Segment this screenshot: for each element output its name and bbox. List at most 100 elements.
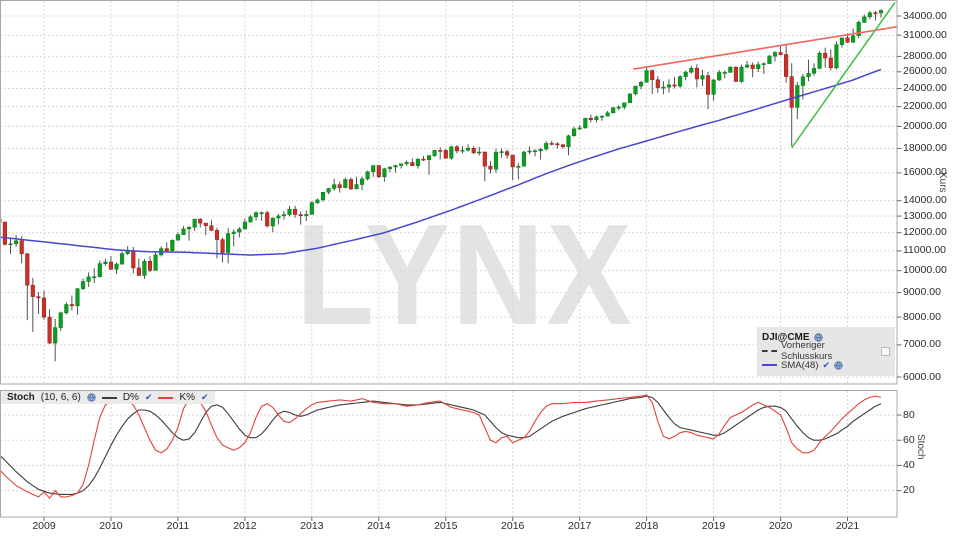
sma-line-swatch xyxy=(762,364,777,366)
candle-body xyxy=(354,184,359,190)
stoch-indicator-header[interactable]: Stoch (10, 6, 6) D% ✔ K% ✔ xyxy=(1,391,215,404)
candle-body xyxy=(131,250,136,269)
legend-item-sma48[interactable]: SMA(48) ✔ xyxy=(762,358,890,372)
candle-body xyxy=(75,288,80,307)
gridlines xyxy=(0,1,897,516)
candle-body xyxy=(426,155,432,160)
candle-body xyxy=(873,12,878,15)
candle-body xyxy=(265,212,270,227)
candle-body xyxy=(114,263,119,270)
candle-body xyxy=(839,37,844,45)
candle-body xyxy=(722,72,727,74)
candle-body xyxy=(187,227,192,230)
candle-body xyxy=(198,218,203,224)
legend-box[interactable]: DJI@CME Vorheriger Schlusskurs SMA(48) ✔ xyxy=(757,327,895,376)
candle-body xyxy=(705,75,711,95)
candle-body xyxy=(851,35,856,43)
indicator-name: Stoch xyxy=(7,392,35,403)
globe-icon[interactable] xyxy=(813,332,823,342)
candle-body xyxy=(41,297,47,318)
candle-body xyxy=(510,154,515,168)
candle-body xyxy=(382,168,387,178)
candle-body xyxy=(611,107,616,114)
d-line-swatch xyxy=(101,396,117,399)
candle-body xyxy=(365,171,370,180)
candle-body xyxy=(739,66,744,82)
legend-title-row[interactable]: DJI@CME xyxy=(762,330,890,344)
candle-body xyxy=(237,228,242,233)
globe-icon[interactable] xyxy=(834,360,843,370)
candle-body xyxy=(505,151,510,156)
checkmark-icon[interactable]: ✔ xyxy=(822,359,831,370)
axis-ticks xyxy=(43,15,902,521)
candle-body xyxy=(58,312,63,328)
candle-body xyxy=(538,148,543,152)
candle-body xyxy=(694,67,699,80)
candle-body xyxy=(298,214,303,216)
candle-body xyxy=(443,150,448,159)
candle-body xyxy=(471,147,476,154)
globe-icon[interactable] xyxy=(87,393,96,402)
candle-body xyxy=(387,166,393,169)
candle-body xyxy=(689,67,694,73)
candle-body xyxy=(784,54,789,77)
candle-body xyxy=(728,66,733,73)
candle-body xyxy=(192,218,197,228)
legend-item-label: SMA(48) xyxy=(781,359,819,371)
candle-body xyxy=(360,178,365,185)
candle-body xyxy=(828,57,833,69)
candle-body xyxy=(287,208,292,215)
candle-body xyxy=(772,52,778,57)
checkbox-unchecked[interactable] xyxy=(881,346,890,356)
checkmark-icon[interactable]: ✔ xyxy=(144,392,153,402)
sma-line xyxy=(0,68,882,256)
candle-body xyxy=(393,165,398,168)
candle-body xyxy=(544,143,549,150)
candle-body xyxy=(332,184,337,189)
resistance-trendline xyxy=(633,25,898,70)
checkmark-icon[interactable]: ✔ xyxy=(201,392,209,402)
candle-body xyxy=(371,165,376,173)
candle-body xyxy=(499,151,504,153)
candle-body xyxy=(293,208,298,215)
candle-body xyxy=(672,84,677,87)
candle-body xyxy=(64,304,69,314)
candle-body xyxy=(309,202,314,215)
candle-body xyxy=(834,44,839,69)
candle-body xyxy=(19,240,24,254)
candle-body xyxy=(577,127,582,130)
candle-body xyxy=(304,214,309,216)
candle-body xyxy=(627,93,632,104)
candle-body xyxy=(231,231,236,234)
candle-body xyxy=(97,263,102,277)
candle-body xyxy=(248,216,253,223)
candle-body xyxy=(778,52,783,55)
candle-body xyxy=(800,76,805,86)
candle-body xyxy=(639,82,644,87)
candle-body xyxy=(678,76,683,87)
candle-body xyxy=(745,64,750,68)
candle-body xyxy=(259,212,264,214)
candle-body xyxy=(683,71,688,77)
k-line-swatch xyxy=(158,396,174,399)
candle-body xyxy=(856,22,861,36)
candle-body xyxy=(253,212,259,218)
candle-body xyxy=(460,149,465,152)
candle-body xyxy=(666,84,672,88)
candle-body xyxy=(103,261,108,264)
legend-item-prev-close[interactable]: Vorheriger Schlusskurs xyxy=(762,340,890,362)
candlestick-series xyxy=(0,9,884,362)
candle-body xyxy=(733,66,738,82)
candle-body xyxy=(622,102,627,108)
price-panel-border xyxy=(0,0,898,385)
candle-body xyxy=(605,112,610,117)
candle-body xyxy=(315,199,320,204)
candle-body xyxy=(477,151,482,154)
candle-body xyxy=(25,253,30,286)
candle-body xyxy=(348,179,353,190)
candle-body xyxy=(399,163,404,166)
candle-body xyxy=(493,152,499,170)
candle-body xyxy=(326,188,331,193)
